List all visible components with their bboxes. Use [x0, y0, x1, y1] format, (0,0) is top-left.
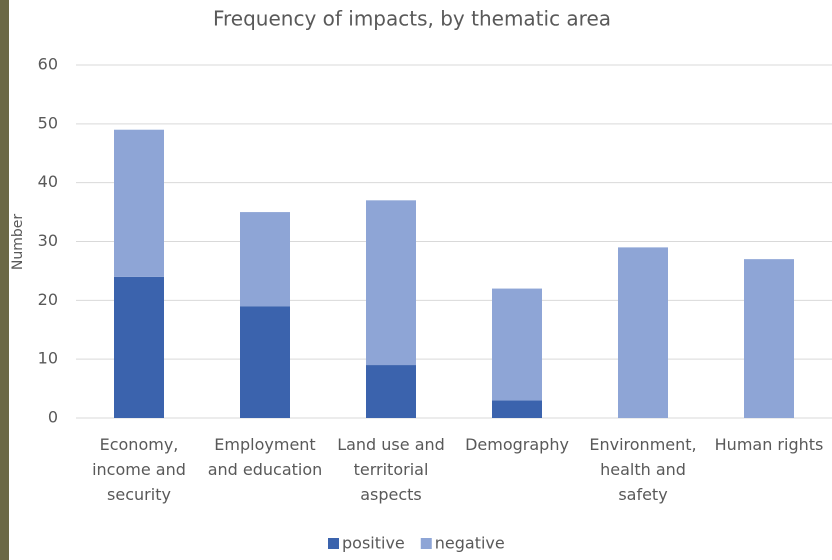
y-tick-label: 60 [38, 55, 58, 74]
legend-label: positive [342, 534, 405, 553]
x-tick-label: Economy, income and security [75, 432, 203, 507]
x-tick-label-box: Environment, health and safety [579, 432, 707, 512]
x-tick-label-box: Demography [453, 432, 581, 512]
bar-segment [366, 365, 416, 418]
bar-segment [492, 289, 542, 401]
x-tick-label-box: Employment and education [201, 432, 329, 512]
y-axis-label: Number [10, 214, 26, 270]
y-tick-label: 20 [38, 290, 58, 309]
bar-segment [114, 277, 164, 418]
x-tick-label: Land use and territorial aspects [327, 432, 455, 507]
x-tick-label-box: Land use and territorial aspects [327, 432, 455, 512]
x-tick-label: Employment and education [201, 432, 329, 482]
y-tick-label: 50 [38, 113, 58, 132]
y-tick-label: 0 [48, 408, 58, 427]
chart: Frequency of impacts, by thematic area N… [0, 0, 832, 560]
bar-segment [492, 400, 542, 418]
y-tick-label: 10 [38, 349, 58, 368]
bar-segment [744, 259, 794, 418]
x-tick-label-box: Economy, income and security [75, 432, 203, 512]
bar-segment [114, 130, 164, 277]
bar-segment [618, 247, 668, 418]
x-tick-label: Environment, health and safety [579, 432, 707, 507]
x-tick-label: Human rights [705, 432, 832, 457]
x-tick-label-box: Human rights [705, 432, 832, 512]
bar-segment [366, 200, 416, 365]
y-tick-label: 30 [38, 231, 58, 250]
x-tick-label: Demography [453, 432, 581, 457]
bar-segment [240, 306, 290, 418]
side-band [0, 0, 9, 560]
legend-label: negative [435, 534, 505, 553]
legend-swatch [328, 538, 339, 549]
y-tick-label: 40 [38, 172, 58, 191]
chart-title: Frequency of impacts, by thematic area [213, 7, 611, 31]
page: Frequency of impacts, by thematic area N… [0, 0, 832, 560]
legend-swatch [421, 538, 432, 549]
bar-segment [240, 212, 290, 306]
